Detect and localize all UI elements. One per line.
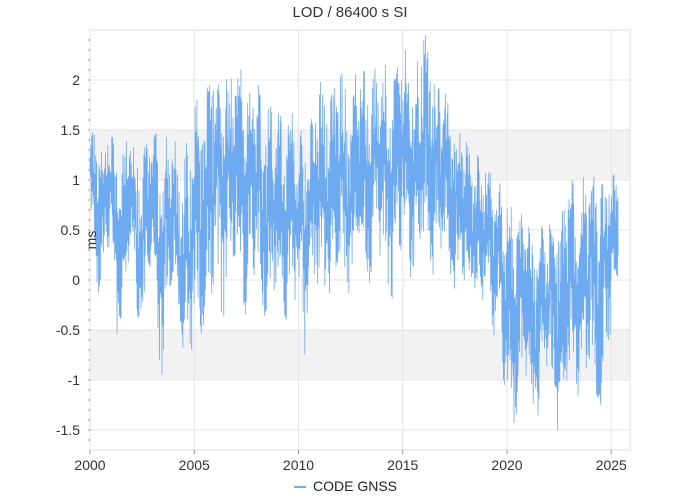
y-axis-ticks: -1.5 -1 -0.5 0 0.5 1 1.5 2 <box>56 72 80 438</box>
x-tick-label: 2005 <box>179 457 210 473</box>
legend[interactable]: CODE GNSS <box>294 478 397 494</box>
x-tick-label: 2010 <box>283 457 314 473</box>
x-tick-label: 2025 <box>596 457 627 473</box>
y-tick-label: 2 <box>72 72 80 88</box>
x-tick-label: 2020 <box>491 457 522 473</box>
y-tick-label: -1 <box>68 372 81 388</box>
chart-title: LOD / 86400 s SI <box>292 4 407 21</box>
legend-label-code-gnss: CODE GNSS <box>313 478 397 494</box>
y-tick-label: 1.5 <box>61 122 81 138</box>
x-axis-ticks: 2000 2005 2010 2015 2020 2025 <box>74 450 627 473</box>
x-tick-label: 2015 <box>387 457 418 473</box>
y-tick-label: -0.5 <box>56 322 80 338</box>
y-tick-label: 1 <box>72 172 80 188</box>
y-tick-label: -1.5 <box>56 422 80 438</box>
series-line-code-gnss <box>89 35 619 431</box>
series-code-gnss <box>89 35 619 431</box>
x-tick-label: 2000 <box>74 457 105 473</box>
y-tick-label: 0 <box>72 272 80 288</box>
y-axis-label: ms <box>83 231 99 250</box>
minor-ticks <box>88 39 90 441</box>
y-tick-label: 0.5 <box>61 222 81 238</box>
plot-band-0 <box>90 330 630 380</box>
